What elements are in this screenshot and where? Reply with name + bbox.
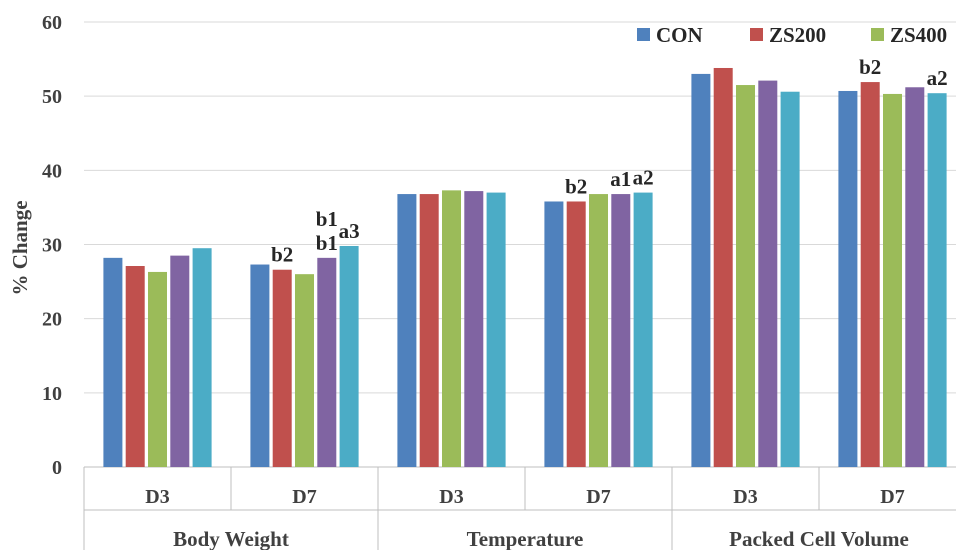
- data-label: a3: [339, 219, 360, 243]
- y-tick-label: 30: [42, 235, 62, 257]
- legend-swatch: [637, 28, 650, 41]
- y-tick-label: 20: [42, 309, 62, 331]
- legend: CON ZS200 ZS400: [637, 23, 947, 47]
- bar: [883, 93, 902, 468]
- x-tick-label: D7: [586, 486, 610, 508]
- bar: [927, 93, 947, 467]
- legend-label: ZS200: [769, 23, 826, 47]
- bar: [339, 245, 359, 467]
- data-label: b1: [316, 207, 338, 231]
- data-label: b2: [565, 174, 587, 198]
- group-label: Packed Cell Volume: [729, 527, 909, 550]
- y-tick-label: 0: [52, 457, 62, 479]
- group-label: Temperature: [467, 527, 584, 550]
- bar: [170, 255, 190, 467]
- bar: [486, 192, 506, 468]
- x-tick-label: D3: [145, 486, 169, 508]
- group-label: Body Weight: [173, 527, 289, 550]
- bar: [192, 248, 212, 467]
- y-tick-label: 60: [42, 12, 62, 34]
- bar: [125, 266, 145, 467]
- x-tick-label: D3: [439, 486, 463, 508]
- data-label: b1: [316, 231, 338, 255]
- data-label: a1: [610, 167, 631, 191]
- bars: [103, 67, 947, 468]
- gridlines: [84, 21, 956, 468]
- bar: [633, 192, 653, 468]
- bar: [713, 67, 733, 467]
- legend-swatch: [871, 28, 884, 41]
- y-tick-label: 10: [42, 383, 62, 405]
- legend-label: CON: [656, 23, 703, 47]
- data-label: b2: [859, 55, 881, 79]
- legend-swatch: [750, 28, 763, 41]
- bar: [780, 91, 800, 467]
- bar: [566, 201, 586, 467]
- data-label: a2: [633, 166, 654, 190]
- bar: [691, 73, 711, 468]
- bar: [295, 274, 314, 467]
- bar: [464, 191, 484, 467]
- bar: [442, 190, 461, 467]
- bar: [419, 194, 439, 468]
- y-axis-label: % Change: [8, 200, 32, 295]
- bar: [758, 80, 778, 467]
- bar: [272, 269, 292, 467]
- bar: [611, 194, 631, 468]
- x-tick-label: D7: [292, 486, 316, 508]
- bar: [544, 201, 564, 467]
- bar: [103, 257, 123, 467]
- data-label: b2: [271, 243, 293, 267]
- bar: [905, 87, 925, 468]
- bar: [148, 271, 167, 467]
- bar: [736, 85, 755, 468]
- y-tick-label: 50: [42, 86, 62, 108]
- legend-label: ZS400: [890, 23, 947, 47]
- x-tick-label: D3: [733, 486, 757, 508]
- x-tick-label: D7: [880, 486, 904, 508]
- y-axis-ticks: 0 10 20 30 40 50 60: [42, 12, 62, 479]
- bar: [250, 264, 270, 467]
- bar: [397, 194, 417, 468]
- data-label: a2: [927, 66, 948, 90]
- bar: [860, 82, 880, 467]
- bar: [317, 257, 337, 467]
- bar: [838, 90, 858, 467]
- y-tick-label: 40: [42, 160, 62, 182]
- bar: [589, 194, 608, 468]
